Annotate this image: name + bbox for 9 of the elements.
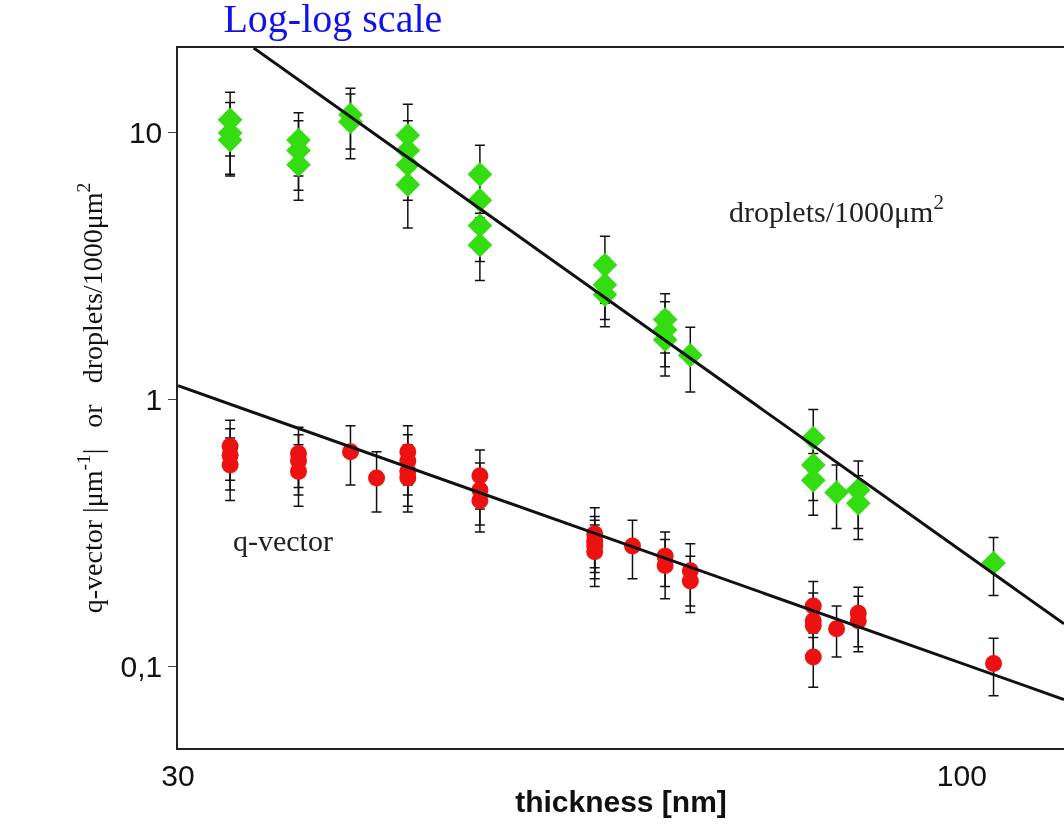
- x-tick-label: 100: [936, 758, 987, 792]
- annotation: droplets/1000μm$^{2}$: [729, 190, 944, 228]
- annotation: q-vector: [233, 524, 333, 557]
- chart-title: Log-log scale: [223, 0, 443, 42]
- y-tick-label: 10: [128, 116, 163, 150]
- y-tick-label: 0,1: [120, 650, 163, 684]
- x-tick-label: 30: [161, 758, 195, 792]
- x-axis-title: thickness [nm]: [515, 784, 727, 818]
- y-tick-label: 1: [145, 383, 163, 417]
